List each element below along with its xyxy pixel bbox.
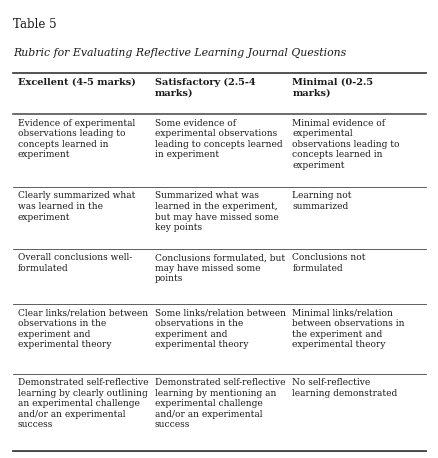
Text: Minimal (0-2.5
marks): Minimal (0-2.5 marks): [292, 78, 373, 97]
Text: Rubric for Evaluating Reflective Learning Journal Questions: Rubric for Evaluating Reflective Learnin…: [13, 48, 346, 58]
Text: Evidence of experimental
observations leading to
concepts learned in
experiment: Evidence of experimental observations le…: [18, 119, 134, 159]
Text: Conclusions not
formulated: Conclusions not formulated: [292, 253, 365, 273]
Text: Overall conclusions well-
formulated: Overall conclusions well- formulated: [18, 253, 131, 273]
Text: Summarized what was
learned in the experiment,
but may have missed some
key poin: Summarized what was learned in the exper…: [155, 191, 278, 232]
Text: Learning not
summarized: Learning not summarized: [292, 191, 351, 211]
Text: Clearly summarized what
was learned in the
experiment: Clearly summarized what was learned in t…: [18, 191, 134, 222]
Text: Table 5: Table 5: [13, 18, 57, 31]
Text: Minimal evidence of
experimental
observations leading to
concepts learned in
exp: Minimal evidence of experimental observa…: [292, 119, 399, 170]
Text: Some evidence of
experimental observations
leading to concepts learned
in experi: Some evidence of experimental observatio…: [155, 119, 282, 159]
Text: Conclusions formulated, but
may have missed some
points: Conclusions formulated, but may have mis…: [155, 253, 284, 284]
Text: No self-reflective
learning demonstrated: No self-reflective learning demonstrated: [292, 378, 397, 398]
Text: Minimal links/relation
between observations in
the experiment and
experimental t: Minimal links/relation between observati…: [292, 309, 404, 349]
Text: Excellent (4-5 marks): Excellent (4-5 marks): [18, 78, 135, 87]
Text: Some links/relation between
observations in the
experiment and
experimental theo: Some links/relation between observations…: [155, 309, 285, 349]
Text: Satisfactory (2.5-4
marks): Satisfactory (2.5-4 marks): [155, 78, 255, 98]
Text: Demonstrated self-reflective
learning by clearly outlining
an experimental chall: Demonstrated self-reflective learning by…: [18, 378, 148, 430]
Text: Demonstrated self-reflective
learning by mentioning an
experimental challenge
an: Demonstrated self-reflective learning by…: [155, 378, 285, 430]
Text: Clear links/relation between
observations in the
experiment and
experimental the: Clear links/relation between observation…: [18, 309, 147, 349]
